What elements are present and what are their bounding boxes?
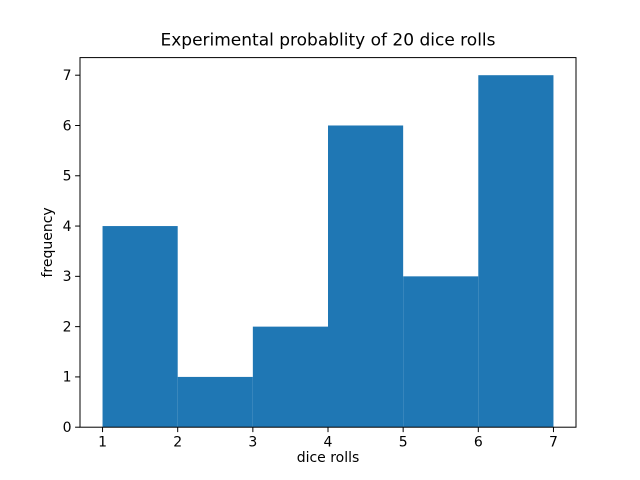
histogram-bar: [328, 125, 404, 428]
chart-title: Experimental probablity of 20 dice rolls: [160, 31, 495, 51]
histogram-bar: [252, 326, 328, 428]
y-tick-label: 3: [63, 269, 72, 285]
x-tick-label: 3: [248, 435, 257, 451]
ticks-layer: 1 2 3 4 5 6 7 0 1 2 3 4 5 6 7: [63, 68, 558, 451]
y-tick-label: 5: [63, 169, 72, 185]
x-tick-label: 1: [98, 435, 107, 451]
x-axis-label: dice rolls: [297, 450, 360, 466]
axes-frame: [79, 57, 577, 428]
x-tick-label: 5: [399, 435, 408, 451]
x-tick-label: 4: [324, 435, 333, 451]
y-tick-label: 1: [63, 370, 72, 386]
histogram-bar: [102, 226, 178, 428]
y-tick-label: 2: [63, 319, 72, 335]
y-tick-label: 6: [63, 118, 72, 134]
histogram-bar: [403, 276, 479, 428]
y-tick-label: 4: [63, 219, 72, 235]
x-tick-label: 7: [549, 435, 558, 451]
x-tick-label: 6: [474, 435, 483, 451]
y-tick-label: 0: [63, 420, 72, 436]
bars-layer: [102, 75, 554, 428]
y-tick-label: 7: [63, 68, 72, 84]
histogram-bar: [177, 376, 253, 428]
y-axis-label: frequency: [40, 207, 56, 277]
x-tick-label: 2: [173, 435, 182, 451]
histogram-bar: [478, 75, 554, 428]
